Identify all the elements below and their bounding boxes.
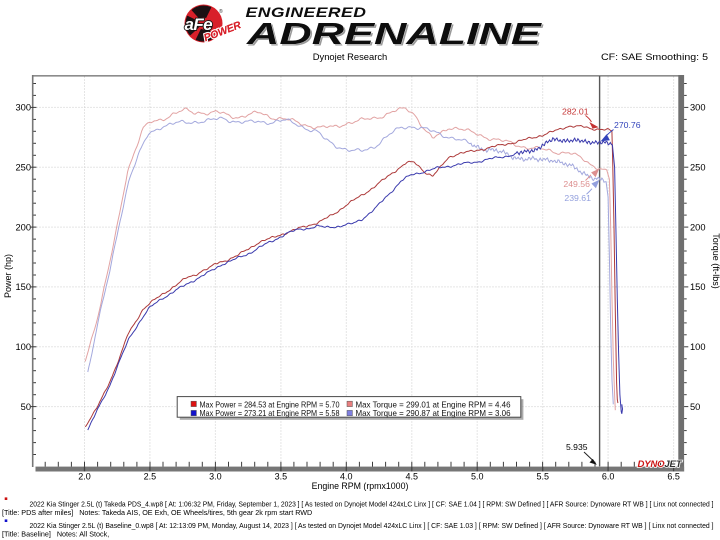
svg-text:50: 50 <box>21 402 31 412</box>
svg-text:100: 100 <box>15 342 31 352</box>
svg-text:Max Torque = 299.01 at Engine: Max Torque = 299.01 at Engine RPM = 4.46 <box>356 399 511 409</box>
svg-text:4.5: 4.5 <box>406 471 419 481</box>
svg-text:282.01: 282.01 <box>562 107 589 117</box>
svg-text:Max Torque = 290.87 at Engine: Max Torque = 290.87 at Engine RPM = 3.06 <box>356 408 511 418</box>
svg-text:2022 Kia Stinger 2.5L (t) Take: 2022 Kia Stinger 2.5L (t) Takeda PDS_4.w… <box>30 500 714 509</box>
svg-text:200: 200 <box>15 222 31 232</box>
svg-text:250: 250 <box>690 162 706 172</box>
svg-text:5.935: 5.935 <box>566 442 588 452</box>
svg-text:250: 250 <box>15 162 31 172</box>
svg-text:249.56: 249.56 <box>563 179 590 189</box>
svg-text:®: ® <box>219 8 223 15</box>
svg-text:100: 100 <box>690 342 706 352</box>
svg-text:aFe: aFe <box>185 15 213 34</box>
svg-text:Max Power = 284.53 at Engine R: Max Power = 284.53 at Engine RPM = 5.70 <box>200 399 340 409</box>
svg-text:4.0: 4.0 <box>340 471 353 481</box>
svg-text:Dynojet Research: Dynojet Research <box>313 51 388 62</box>
svg-text:270.76: 270.76 <box>614 120 641 130</box>
svg-text:300: 300 <box>690 103 706 113</box>
svg-text:ADRENALINE: ADRENALINE <box>247 18 544 52</box>
svg-text:200: 200 <box>690 222 706 232</box>
svg-text:2022 Kia Stinger 2.5L (t) Base: 2022 Kia Stinger 2.5L (t) Baseline_0.wp8… <box>30 521 714 530</box>
svg-text:3.0: 3.0 <box>209 471 222 481</box>
svg-text:[Title: Baseline] Notes: All: [Title: Baseline] Notes: All Stock, <box>2 530 109 539</box>
svg-text:[Title: PDS after miles] Not: [Title: PDS after miles] Notes: Takeda A… <box>2 508 312 517</box>
svg-text:6.5: 6.5 <box>667 471 680 481</box>
svg-text:150: 150 <box>15 282 31 292</box>
svg-text:Power (hp): Power (hp) <box>3 254 13 298</box>
svg-text:2.5: 2.5 <box>144 471 157 481</box>
svg-text:239.61: 239.61 <box>564 193 591 203</box>
svg-text:5.0: 5.0 <box>471 471 484 481</box>
svg-text:2.0: 2.0 <box>78 471 91 481</box>
svg-text:Max Power = 273.21 at Engine R: Max Power = 273.21 at Engine RPM = 5.58 <box>200 408 340 418</box>
svg-text:6.0: 6.0 <box>602 471 615 481</box>
svg-text:DYNOJET: DYNOJET <box>638 459 683 470</box>
svg-text:50: 50 <box>690 402 700 412</box>
svg-text:ENGINEERED: ENGINEERED <box>246 6 367 21</box>
svg-text:5.5: 5.5 <box>536 471 549 481</box>
svg-text:CF: SAE Smoothing: 5: CF: SAE Smoothing: 5 <box>601 51 708 62</box>
svg-text:Engine RPM (rpmx1000): Engine RPM (rpmx1000) <box>312 481 409 491</box>
svg-text:ADRENALINE: ADRENALINE <box>246 17 543 51</box>
svg-text:Torque (ft-lbs): Torque (ft-lbs) <box>711 233 720 289</box>
svg-text:150: 150 <box>690 282 706 292</box>
svg-text:300: 300 <box>15 103 31 113</box>
svg-text:3.5: 3.5 <box>275 471 288 481</box>
